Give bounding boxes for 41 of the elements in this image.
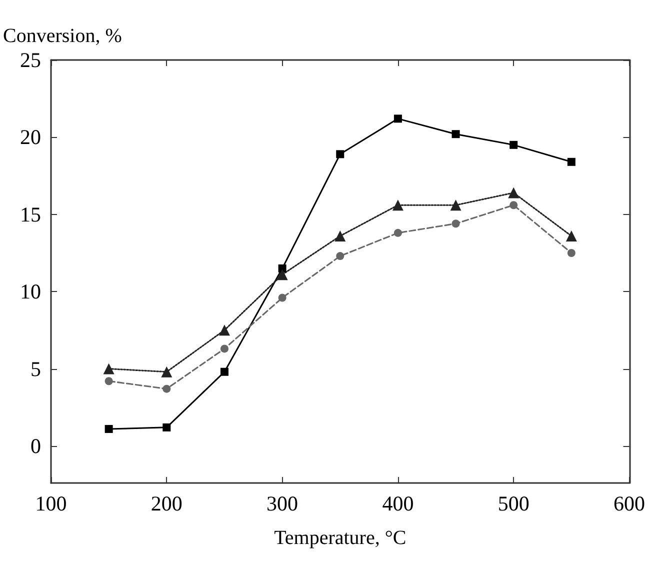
x-tick-label: 500 [498,492,530,516]
y-tick-label: 20 [20,125,41,150]
point [336,252,344,260]
point [567,248,576,257]
y-tick-label: 5 [30,356,41,381]
point [510,201,518,210]
point [161,366,172,378]
x-axis-title: Temperature, °C [274,527,406,549]
point [334,230,346,242]
point [276,269,288,280]
point [508,187,520,198]
point [220,344,228,353]
y-axis-title: Conversion, % [3,25,122,47]
y-tick-label: 10 [20,280,41,304]
point [510,140,518,149]
x-tick-label: 200 [150,492,182,516]
y-tick-label: 25 [20,48,41,72]
point [220,368,228,376]
point [104,377,113,386]
point [452,130,460,138]
point [218,324,230,336]
x-tick-label: 400 [382,492,414,516]
point [162,384,171,393]
point [566,230,577,242]
point [104,424,113,433]
x-tick-label: 600 [614,492,645,516]
x-tick-label: 100 [35,492,67,516]
point [336,150,344,158]
y-tick-label: 0 [30,434,41,458]
point [394,114,402,123]
point [278,264,286,272]
point [567,158,576,166]
x-tick-label: 300 [266,492,298,516]
y-tick-label: 15 [20,202,41,226]
point [394,228,402,237]
point [278,294,286,302]
point [452,220,460,228]
point [450,200,462,211]
point [162,423,171,432]
point [392,200,404,211]
point [103,363,114,374]
